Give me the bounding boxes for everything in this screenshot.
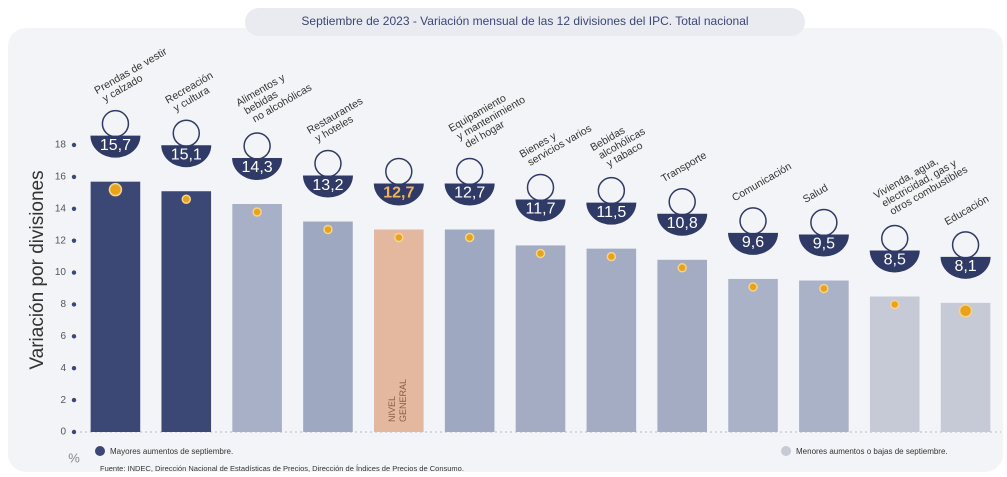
tick-mark <box>71 366 77 371</box>
value-label: 9,5 <box>813 236 835 253</box>
value-label: 13,2 <box>312 177 343 194</box>
value-badge <box>161 145 212 168</box>
bar <box>515 245 566 432</box>
icon-placeholder <box>668 188 696 216</box>
icon-placeholder <box>101 109 130 138</box>
bar <box>657 259 707 432</box>
bar-dot <box>677 263 687 273</box>
tick-mark <box>71 238 77 243</box>
tick-mark <box>71 334 77 339</box>
value-badge <box>302 175 353 198</box>
y-tick-label: 2 <box>60 395 66 406</box>
value-label: 10,8 <box>667 215 698 232</box>
bar <box>940 302 991 432</box>
y-tick-label: 4 <box>60 363 66 374</box>
legend-swatch <box>781 446 791 456</box>
bar-dot <box>108 182 123 197</box>
y-tick-label: 8 <box>60 299 66 310</box>
bar <box>869 296 920 432</box>
highlight-line: NIVEL <box>387 396 397 422</box>
icon-placeholder <box>243 132 271 160</box>
legend-label: Mayores aumentos de septiembre. <box>110 447 233 456</box>
tick-mark <box>71 270 77 275</box>
value-badge <box>586 202 637 225</box>
bar-dot <box>889 299 900 310</box>
panel <box>8 28 1003 472</box>
value-badge <box>373 183 424 206</box>
bar <box>232 203 282 432</box>
bar <box>161 191 212 432</box>
icon-placeholder <box>455 157 484 186</box>
bar <box>303 221 353 432</box>
tick-mark <box>71 397 77 403</box>
y-tick-label: 18 <box>55 140 67 151</box>
value-badge <box>515 199 566 222</box>
value-label: 12,7 <box>383 185 414 202</box>
bar <box>90 181 141 432</box>
value-label: 15,1 <box>171 146 202 163</box>
legend-swatch <box>95 446 105 456</box>
y-tick-label: 0 <box>60 427 66 438</box>
value-badge <box>444 183 495 206</box>
value-badge <box>232 157 283 180</box>
value-badge <box>657 213 708 236</box>
icon-placeholder <box>739 207 767 235</box>
y-tick-label: 12 <box>55 235 67 246</box>
bar <box>444 229 495 432</box>
bar-dot <box>606 251 617 262</box>
value-label: 11,5 <box>596 204 626 221</box>
bar-dot <box>323 224 333 235</box>
icon-placeholder <box>385 157 413 186</box>
icon-placeholder <box>810 208 838 237</box>
bar-dot <box>958 304 973 318</box>
tick-mark <box>71 429 77 435</box>
value-label: 12,7 <box>454 185 485 202</box>
icon-placeholder <box>597 176 626 205</box>
highlight-label: NIVELGENERAL <box>387 379 408 422</box>
y-tick-label: 10 <box>55 267 67 278</box>
unit-label: % <box>68 450 80 465</box>
value-label: 14,3 <box>242 159 273 176</box>
bar-dot <box>181 194 192 204</box>
bar-dot <box>252 207 262 217</box>
bar <box>799 280 849 432</box>
value-badge <box>90 135 141 158</box>
bar <box>586 248 637 432</box>
value-badge <box>798 234 849 257</box>
highlight-line: GENERAL <box>398 379 408 422</box>
legend-label: Menores aumentos o bajas de septiembre. <box>796 447 948 456</box>
value-badge <box>728 232 779 255</box>
bar-dot <box>464 232 475 243</box>
title-pill <box>245 8 805 36</box>
bar-dot <box>535 248 546 259</box>
tick-mark <box>71 302 77 307</box>
y-tick-label: 14 <box>55 203 67 214</box>
chart-title: Septiembre de 2023 - Variación mensual d… <box>301 14 748 28</box>
bar-dot <box>748 282 758 292</box>
icon-placeholder <box>172 119 201 147</box>
bar <box>728 278 778 432</box>
value-label: 9,6 <box>742 234 764 251</box>
bar-dot <box>394 232 404 243</box>
y-tick-label: 16 <box>55 172 67 183</box>
source: Fuente: INDEC, Dirección Nacional de Est… <box>100 464 464 473</box>
y-axis-label: Variación por divisiones <box>27 170 48 369</box>
tick-mark <box>71 142 77 148</box>
icon-placeholder <box>880 224 909 253</box>
value-label: 11,7 <box>526 201 556 218</box>
bar <box>374 229 424 432</box>
value-label: 15,7 <box>100 137 131 154</box>
tick-mark <box>71 206 77 211</box>
icon-placeholder <box>951 231 980 259</box>
value-badge <box>940 256 991 279</box>
value-badge <box>869 250 920 273</box>
value-label: 8,5 <box>884 252 906 269</box>
tick-mark <box>71 174 77 180</box>
icon-placeholder <box>526 173 555 202</box>
value-label: 8,1 <box>954 258 976 275</box>
icon-placeholder <box>314 149 342 178</box>
y-tick-label: 6 <box>60 331 66 342</box>
bar-dot <box>819 283 829 294</box>
